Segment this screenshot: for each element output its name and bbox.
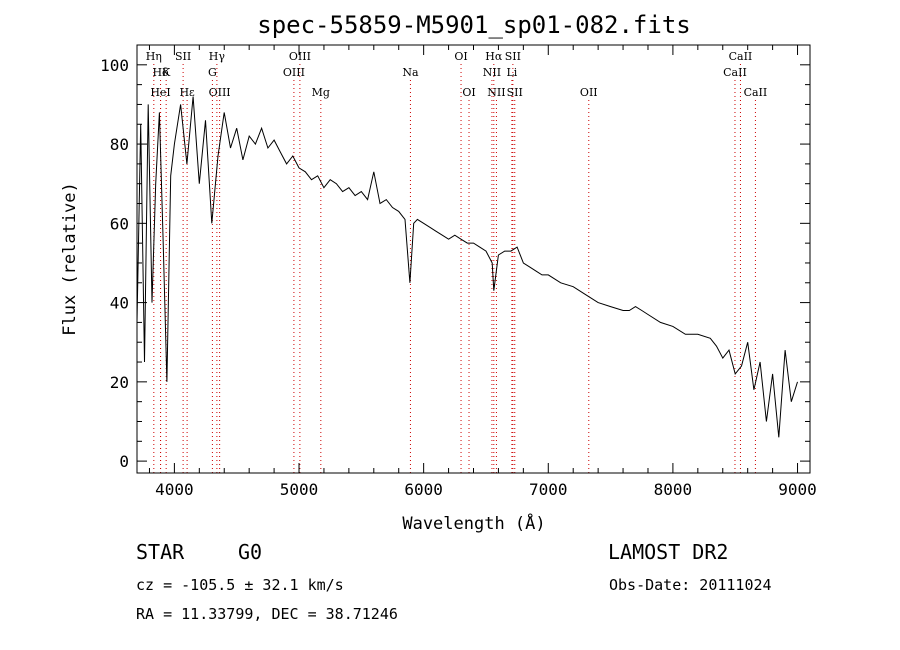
x-axis-label: Wavelength (Å) <box>402 512 545 534</box>
line-marker-label: Li <box>506 66 517 79</box>
line-marker-label: NII <box>483 66 501 79</box>
x-tick-label: 7000 <box>529 480 568 499</box>
spectral-subclass: G0 <box>238 540 263 564</box>
axis-ticks: 4000 5000 6000 7000 8000 9000 0 20 40 60 80 100 <box>100 45 817 499</box>
x-tick-label: 5000 <box>280 480 319 499</box>
line-marker-label: HeI <box>150 86 170 99</box>
y-tick-label: 20 <box>110 373 129 392</box>
line-marker-label: Hε <box>179 86 195 99</box>
survey-name: LAMOST DR2 <box>608 540 729 564</box>
line-marker-label: SII <box>505 50 521 63</box>
object-type: STAR <box>136 540 185 564</box>
y-axis-label: Flux (relative) <box>60 182 80 336</box>
spectrum-chart: spec-55859-M5901_sp01-082.fits Hη HδK HeI S… <box>60 11 817 534</box>
y-tick-label: 0 <box>119 452 129 471</box>
y-tick-label: 80 <box>110 135 129 154</box>
line-marker-label: Na <box>402 66 419 79</box>
line-marker-label: G <box>208 66 217 79</box>
observation-date: Obs-Date: 20111024 <box>609 576 772 594</box>
x-tick-label: 8000 <box>654 480 693 499</box>
chart-title: spec-55859-M5901_sp01-082.fits <box>257 11 690 39</box>
plot-frame <box>136 44 811 474</box>
x-tick-label: 4000 <box>155 480 194 499</box>
flux-series-line <box>136 96 798 438</box>
line-marker-label: OI <box>454 50 467 63</box>
line-marker-label: NII <box>487 86 505 99</box>
y-tick-label: 100 <box>100 56 129 75</box>
redshift-cz: cz = -105.5 ± 32.1 km/s <box>136 576 344 594</box>
line-marker-label: OIII <box>283 66 305 79</box>
coordinates: RA = 11.33799, DEC = 38.71246 <box>136 605 398 623</box>
line-marker-label: CaII <box>744 86 768 99</box>
line-marker-label: SII <box>507 86 523 99</box>
line-marker-label: SII <box>175 50 191 63</box>
line-marker-label: Hη <box>146 50 162 63</box>
y-tick-label: 60 <box>110 214 129 233</box>
line-marker-label: OIII <box>209 86 231 99</box>
x-tick-label: 9000 <box>778 480 817 499</box>
line-marker-label: Hγ <box>209 50 226 63</box>
line-marker-label: OIII <box>289 50 311 63</box>
x-tick-label: 6000 <box>404 480 443 499</box>
line-marker-label: OI <box>462 86 475 99</box>
line-marker-label: K <box>162 66 171 79</box>
line-marker-label: CaII <box>729 50 753 63</box>
line-marker-label: OII <box>580 86 598 99</box>
line-marker-label: CaII <box>723 66 747 79</box>
y-tick-label: 40 <box>110 294 129 313</box>
line-marker-label: Mg <box>312 86 330 99</box>
line-marker-label: Hδ <box>152 66 169 79</box>
line-marker-label: Hα <box>485 50 503 63</box>
